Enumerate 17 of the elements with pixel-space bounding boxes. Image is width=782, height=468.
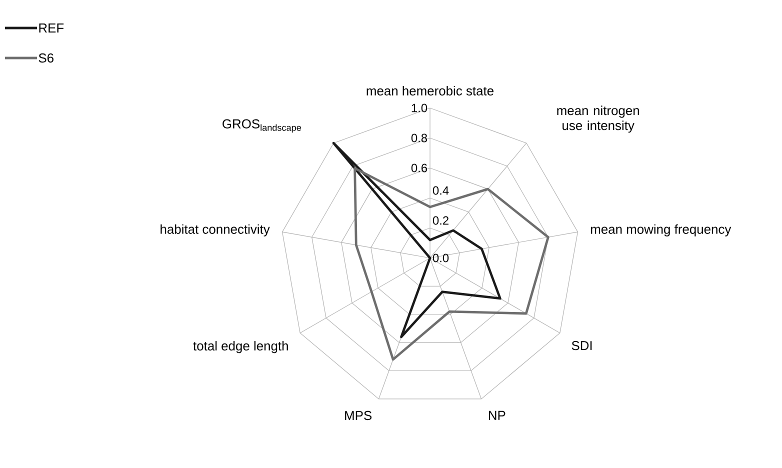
spoke-label: mean nitrogen use intensity xyxy=(557,106,639,133)
y-tick-label: 0.6 xyxy=(411,164,428,172)
spoke-label: NP xyxy=(488,410,506,420)
y-tick-label: 0.4 xyxy=(432,186,449,195)
spoke-label: SDI xyxy=(572,341,592,350)
spoke-label: mean mowing frequency xyxy=(590,224,732,236)
legend-label: S6 xyxy=(38,53,54,63)
spoke-label: mean hemerobic state xyxy=(366,86,494,96)
spoke-label: $\text{GROS}_{\text{landscape}}$ xyxy=(222,119,301,133)
legend-label: REF xyxy=(39,24,64,32)
spoke-label: habitat connectivity xyxy=(160,224,270,236)
spoke-label: total edge length xyxy=(193,341,288,354)
y-tick-label: 0.0 xyxy=(432,254,449,262)
y-tick-label: 0.2 xyxy=(432,216,448,225)
y-tick-label: 0.8 xyxy=(411,134,428,142)
spoke-label: MPS xyxy=(345,410,372,420)
y-tick-label: 1.0 xyxy=(412,104,428,112)
